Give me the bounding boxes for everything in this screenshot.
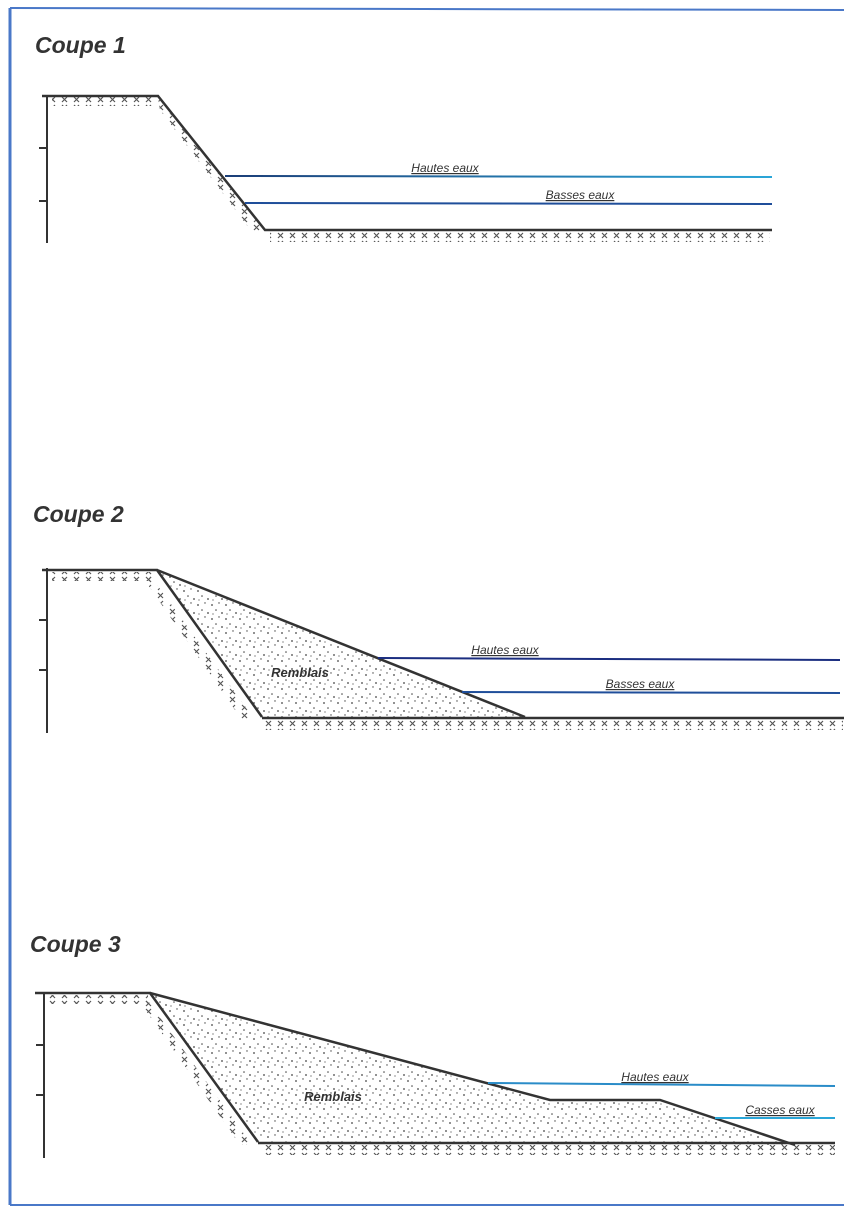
high-water-label: Hautes eaux (621, 1070, 689, 1084)
low-water-label: Casses eaux (745, 1103, 815, 1117)
section-title: Coupe 3 (30, 931, 121, 957)
frame (8, 7, 844, 1206)
fill-label: Remblais (271, 665, 329, 680)
high-water-label: Hautes eaux (411, 161, 479, 175)
low-water-label: Basses eaux (546, 188, 616, 202)
section-title: Coupe 1 (35, 32, 126, 58)
section-2: Coupe 2 Hautes eaux Basses eaux Remblais (33, 501, 844, 733)
high-water-label: Hautes eaux (471, 643, 539, 657)
section-1: Coupe 1 Hautes eaux Basses eaux (35, 32, 773, 243)
fill-label: Remblais (304, 1089, 362, 1104)
low-water-label: Basses eaux (606, 677, 676, 691)
section-3: Coupe 3 Hautes eaux Casses eaux Remblais (30, 931, 836, 1158)
section-title: Coupe 2 (33, 501, 124, 527)
